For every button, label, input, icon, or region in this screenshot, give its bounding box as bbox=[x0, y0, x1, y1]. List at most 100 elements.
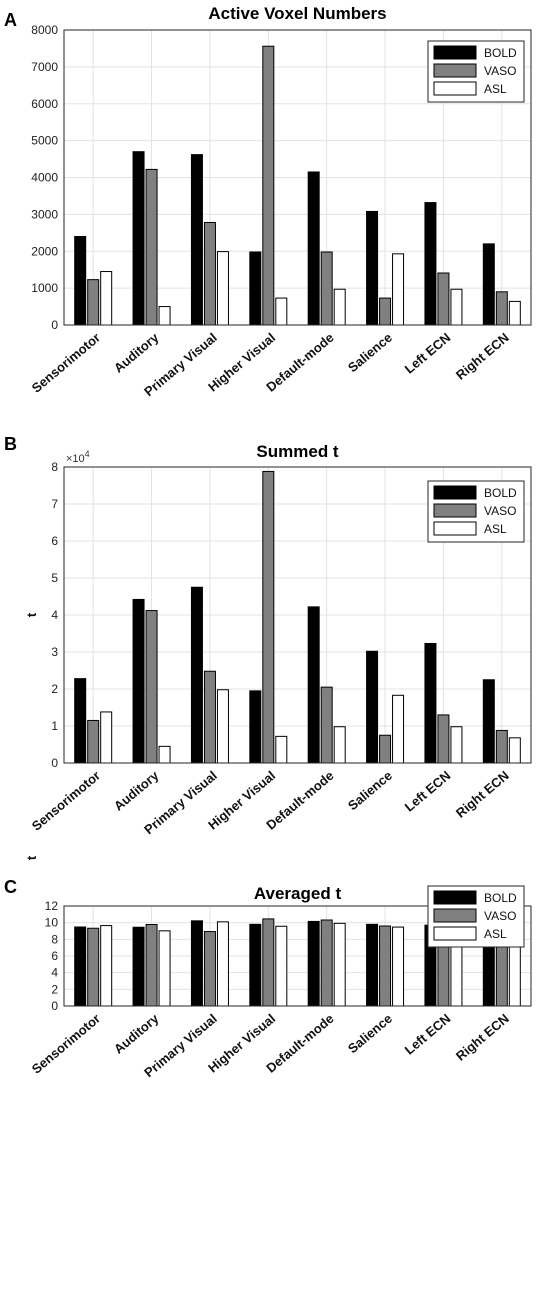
legend-swatch-vaso bbox=[433, 908, 477, 923]
y-axis-label: t bbox=[24, 855, 39, 860]
bar-vaso-higher-visual bbox=[262, 45, 275, 326]
bar-vaso-sensorimotor bbox=[87, 279, 100, 326]
y-tick-label: 2 bbox=[51, 682, 58, 696]
bar-asl-higher-visual bbox=[275, 297, 288, 326]
legend-label-asl: ASL bbox=[484, 82, 507, 96]
panel-letter: A bbox=[4, 10, 17, 30]
bar-vaso-auditory bbox=[145, 610, 158, 764]
bar-vaso-higher-visual bbox=[262, 918, 275, 1007]
bar-bold-auditory bbox=[132, 151, 145, 326]
bar-vaso-right-ecn bbox=[495, 729, 508, 764]
bar-bold-higher-visual bbox=[249, 923, 262, 1007]
bar-bold-right-ecn bbox=[482, 679, 495, 764]
y-tick-label: 6 bbox=[51, 534, 58, 548]
x-category-label: Right ECN bbox=[453, 330, 512, 383]
chart-panel-a: A Active Voxel Numbers 0 1000 2000 3000 4000 50… bbox=[4, 4, 532, 399]
bar-bold-default-mode bbox=[307, 920, 320, 1007]
legend-swatch-asl bbox=[433, 81, 477, 96]
y-tick-label: 3 bbox=[51, 645, 58, 659]
legend-label-vaso: VASO bbox=[484, 909, 516, 923]
chart-title: Active Voxel Numbers bbox=[208, 4, 386, 23]
legend-swatch-bold bbox=[433, 45, 477, 60]
bar-asl-primary-visual bbox=[216, 689, 229, 764]
x-category-label: Salience bbox=[345, 330, 395, 375]
bar-asl-salience bbox=[392, 926, 405, 1007]
bar-bold-sensorimotor bbox=[74, 236, 87, 326]
x-category-label: Sensorimotor bbox=[29, 1011, 103, 1077]
x-category-label: Right ECN bbox=[453, 1011, 512, 1064]
y-tick-label: 5000 bbox=[31, 134, 58, 148]
y-tick-label: 0 bbox=[51, 318, 58, 332]
bar-asl-right-ecn bbox=[508, 300, 521, 326]
bar-bold-auditory bbox=[132, 926, 145, 1007]
y-tick-label: 0 bbox=[51, 756, 58, 770]
bar-vaso-right-ecn bbox=[495, 291, 508, 326]
bar-bold-primary-visual bbox=[190, 154, 203, 326]
legend-swatch-asl bbox=[433, 521, 477, 536]
bar-asl-auditory bbox=[158, 745, 171, 764]
bar-bold-sensorimotor bbox=[74, 678, 87, 764]
axis-multiplier: ×104 bbox=[66, 449, 90, 465]
bar-bold-default-mode bbox=[307, 171, 320, 326]
panel-letter: B bbox=[4, 434, 17, 454]
x-category-label: Salience bbox=[345, 768, 395, 813]
x-category-label: Left ECN bbox=[402, 1011, 454, 1058]
bar-bold-left-ecn bbox=[424, 642, 437, 764]
y-tick-label: 7000 bbox=[31, 60, 58, 74]
y-tick-label: 12 bbox=[45, 899, 59, 913]
x-category-label: Sensorimotor bbox=[29, 330, 103, 396]
bar-bold-higher-visual bbox=[249, 251, 262, 326]
bar-bold-left-ecn bbox=[424, 202, 437, 326]
legend-label-bold: BOLD bbox=[484, 486, 517, 500]
bar-vaso-salience bbox=[379, 925, 392, 1007]
bar-asl-auditory bbox=[158, 930, 171, 1007]
bar-asl-primary-visual bbox=[216, 251, 229, 326]
bar-vaso-default-mode bbox=[320, 919, 333, 1007]
bar-bold-default-mode bbox=[307, 606, 320, 764]
bar-asl-higher-visual bbox=[275, 925, 288, 1007]
y-tick-label: 8 bbox=[51, 932, 58, 946]
bar-vaso-auditory bbox=[145, 168, 158, 326]
bar-vaso-left-ecn bbox=[437, 714, 450, 764]
x-category-label: Right ECN bbox=[453, 768, 512, 821]
bar-asl-primary-visual bbox=[216, 921, 229, 1007]
bar-vaso-sensorimotor bbox=[87, 927, 100, 1007]
axes-box bbox=[63, 905, 532, 1007]
bar-bold-primary-visual bbox=[190, 920, 203, 1007]
bar-asl-sensorimotor bbox=[100, 711, 113, 764]
bar-asl-left-ecn bbox=[450, 288, 463, 326]
y-tick-label: 7 bbox=[51, 497, 58, 511]
bar-vaso-primary-visual bbox=[203, 670, 216, 764]
legend-swatch-bold bbox=[433, 890, 477, 905]
axes-box bbox=[63, 29, 532, 326]
y-tick-label: 8 bbox=[51, 460, 58, 474]
chart-title: Averaged t bbox=[254, 884, 342, 903]
legend-swatch-bold bbox=[433, 485, 477, 500]
x-category-label: Left ECN bbox=[402, 768, 454, 815]
legend-label-vaso: VASO bbox=[484, 504, 516, 518]
x-category-label: Salience bbox=[345, 1011, 395, 1056]
x-category-label: Auditory bbox=[111, 767, 162, 813]
y-tick-label: 5 bbox=[51, 571, 58, 585]
legend-label-asl: ASL bbox=[484, 522, 507, 536]
bar-bold-right-ecn bbox=[482, 243, 495, 326]
x-category-label: Auditory bbox=[111, 329, 162, 375]
chart-title: Summed t bbox=[256, 442, 339, 461]
y-tick-label: 3000 bbox=[31, 207, 58, 221]
x-category-label: Sensorimotor bbox=[29, 768, 103, 834]
axes-box bbox=[63, 466, 532, 764]
panel-letter: C bbox=[4, 877, 17, 897]
bar-asl-auditory bbox=[158, 306, 171, 326]
bar-vaso-auditory bbox=[145, 924, 158, 1007]
y-tick-label: 1000 bbox=[31, 281, 58, 295]
y-tick-label: 4 bbox=[51, 966, 58, 980]
bar-asl-sensorimotor bbox=[100, 925, 113, 1007]
bar-asl-higher-visual bbox=[275, 735, 288, 764]
legend-label-bold: BOLD bbox=[484, 46, 517, 60]
bar-asl-sensorimotor bbox=[100, 271, 113, 326]
x-category-label: Auditory bbox=[111, 1010, 162, 1056]
bar-asl-default-mode bbox=[333, 922, 346, 1007]
bar-asl-right-ecn bbox=[508, 737, 521, 764]
